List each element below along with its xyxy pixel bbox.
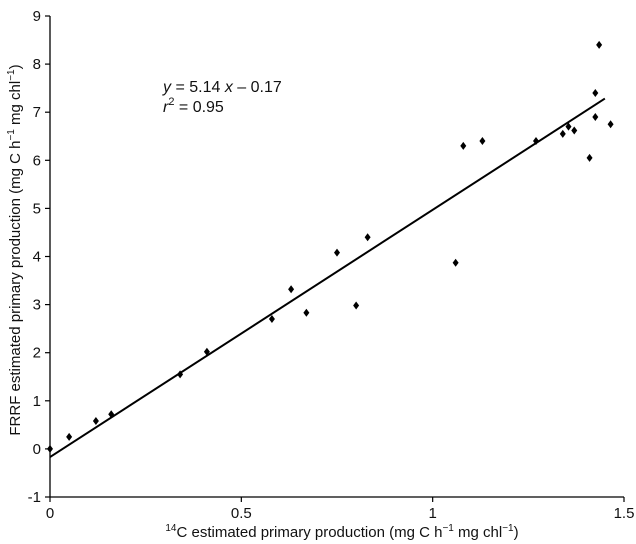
y-tick-label: 8	[33, 56, 41, 73]
regression-line	[49, 97, 606, 458]
x-title-sup2: −1	[502, 523, 514, 534]
data-point	[66, 432, 73, 441]
data-point	[203, 347, 210, 356]
y-tick-label: 2	[33, 345, 41, 362]
y-tick-label: 4	[33, 249, 41, 266]
data-point	[571, 126, 578, 135]
y-axis-ticks: -1 0 1 2 3 4 5 6 7 8 9	[28, 8, 50, 506]
data-point	[607, 120, 614, 129]
r-value: = 0.95	[174, 99, 223, 116]
data-point	[334, 248, 340, 257]
y-title-sup1: −1	[6, 129, 17, 141]
r-sup: 2	[168, 96, 174, 108]
y-title-sup2: −1	[6, 69, 17, 81]
y-tick-label: 3	[33, 297, 41, 314]
x-tick-label: 0.5	[231, 505, 252, 522]
data-points	[47, 40, 614, 453]
regression-equation: y = 5.14 x – 0.17	[162, 79, 282, 96]
data-point	[592, 88, 599, 97]
y-tick-label: 9	[33, 8, 41, 25]
y-tick-label: 5	[33, 200, 41, 217]
x-title-prefix-sup: 14	[165, 523, 177, 534]
eq-x-var: x	[224, 79, 234, 96]
r-var: r	[163, 99, 169, 116]
data-point	[592, 113, 599, 122]
x-tick-label: 1	[428, 505, 436, 522]
eq-rest: = 5.14	[171, 79, 225, 96]
data-point	[532, 137, 539, 146]
y-tick-label: 6	[33, 152, 41, 169]
x-title-part1: C estimated primary production (mg C h	[177, 524, 443, 541]
data-point	[92, 417, 99, 426]
x-title-sup1: −1	[442, 523, 454, 534]
data-point	[559, 129, 566, 138]
eq-y-var: y	[162, 79, 172, 96]
data-point	[108, 410, 115, 419]
data-point	[288, 285, 295, 294]
data-point	[565, 122, 572, 131]
x-tick-label: 1.5	[614, 505, 635, 522]
data-point	[586, 153, 593, 162]
data-point	[353, 301, 360, 310]
y-title-part3: )	[7, 64, 24, 69]
data-point	[364, 233, 371, 242]
y-axis-title: FRRF estimated primary production (mg C …	[6, 64, 24, 435]
data-point	[268, 315, 275, 324]
x-axis-title: 14C estimated primary production (mg C h…	[165, 523, 518, 541]
y-tick-label: 7	[33, 104, 41, 121]
data-point	[479, 137, 486, 146]
data-point	[596, 40, 603, 49]
r-squared-label: r2 = 0.95	[163, 96, 224, 116]
data-point	[452, 258, 459, 267]
x-title-part3: )	[514, 524, 519, 541]
x-title-part2: mg chl	[454, 524, 502, 541]
data-point	[47, 444, 53, 453]
eq-tail: – 0.17	[233, 79, 282, 96]
y-tick-label: -1	[28, 489, 41, 506]
x-tick-label: 0	[46, 505, 54, 522]
data-point	[177, 370, 184, 379]
y-title-part2: mg chl	[7, 81, 24, 129]
y-tick-label: 1	[33, 393, 41, 410]
data-point	[460, 141, 467, 150]
data-point	[303, 308, 310, 317]
x-axis-ticks: 0 0.5 1 1.5	[46, 497, 635, 522]
y-title-part1: FRRF estimated primary production (mg C …	[7, 141, 24, 436]
y-tick-label: 0	[33, 441, 41, 458]
